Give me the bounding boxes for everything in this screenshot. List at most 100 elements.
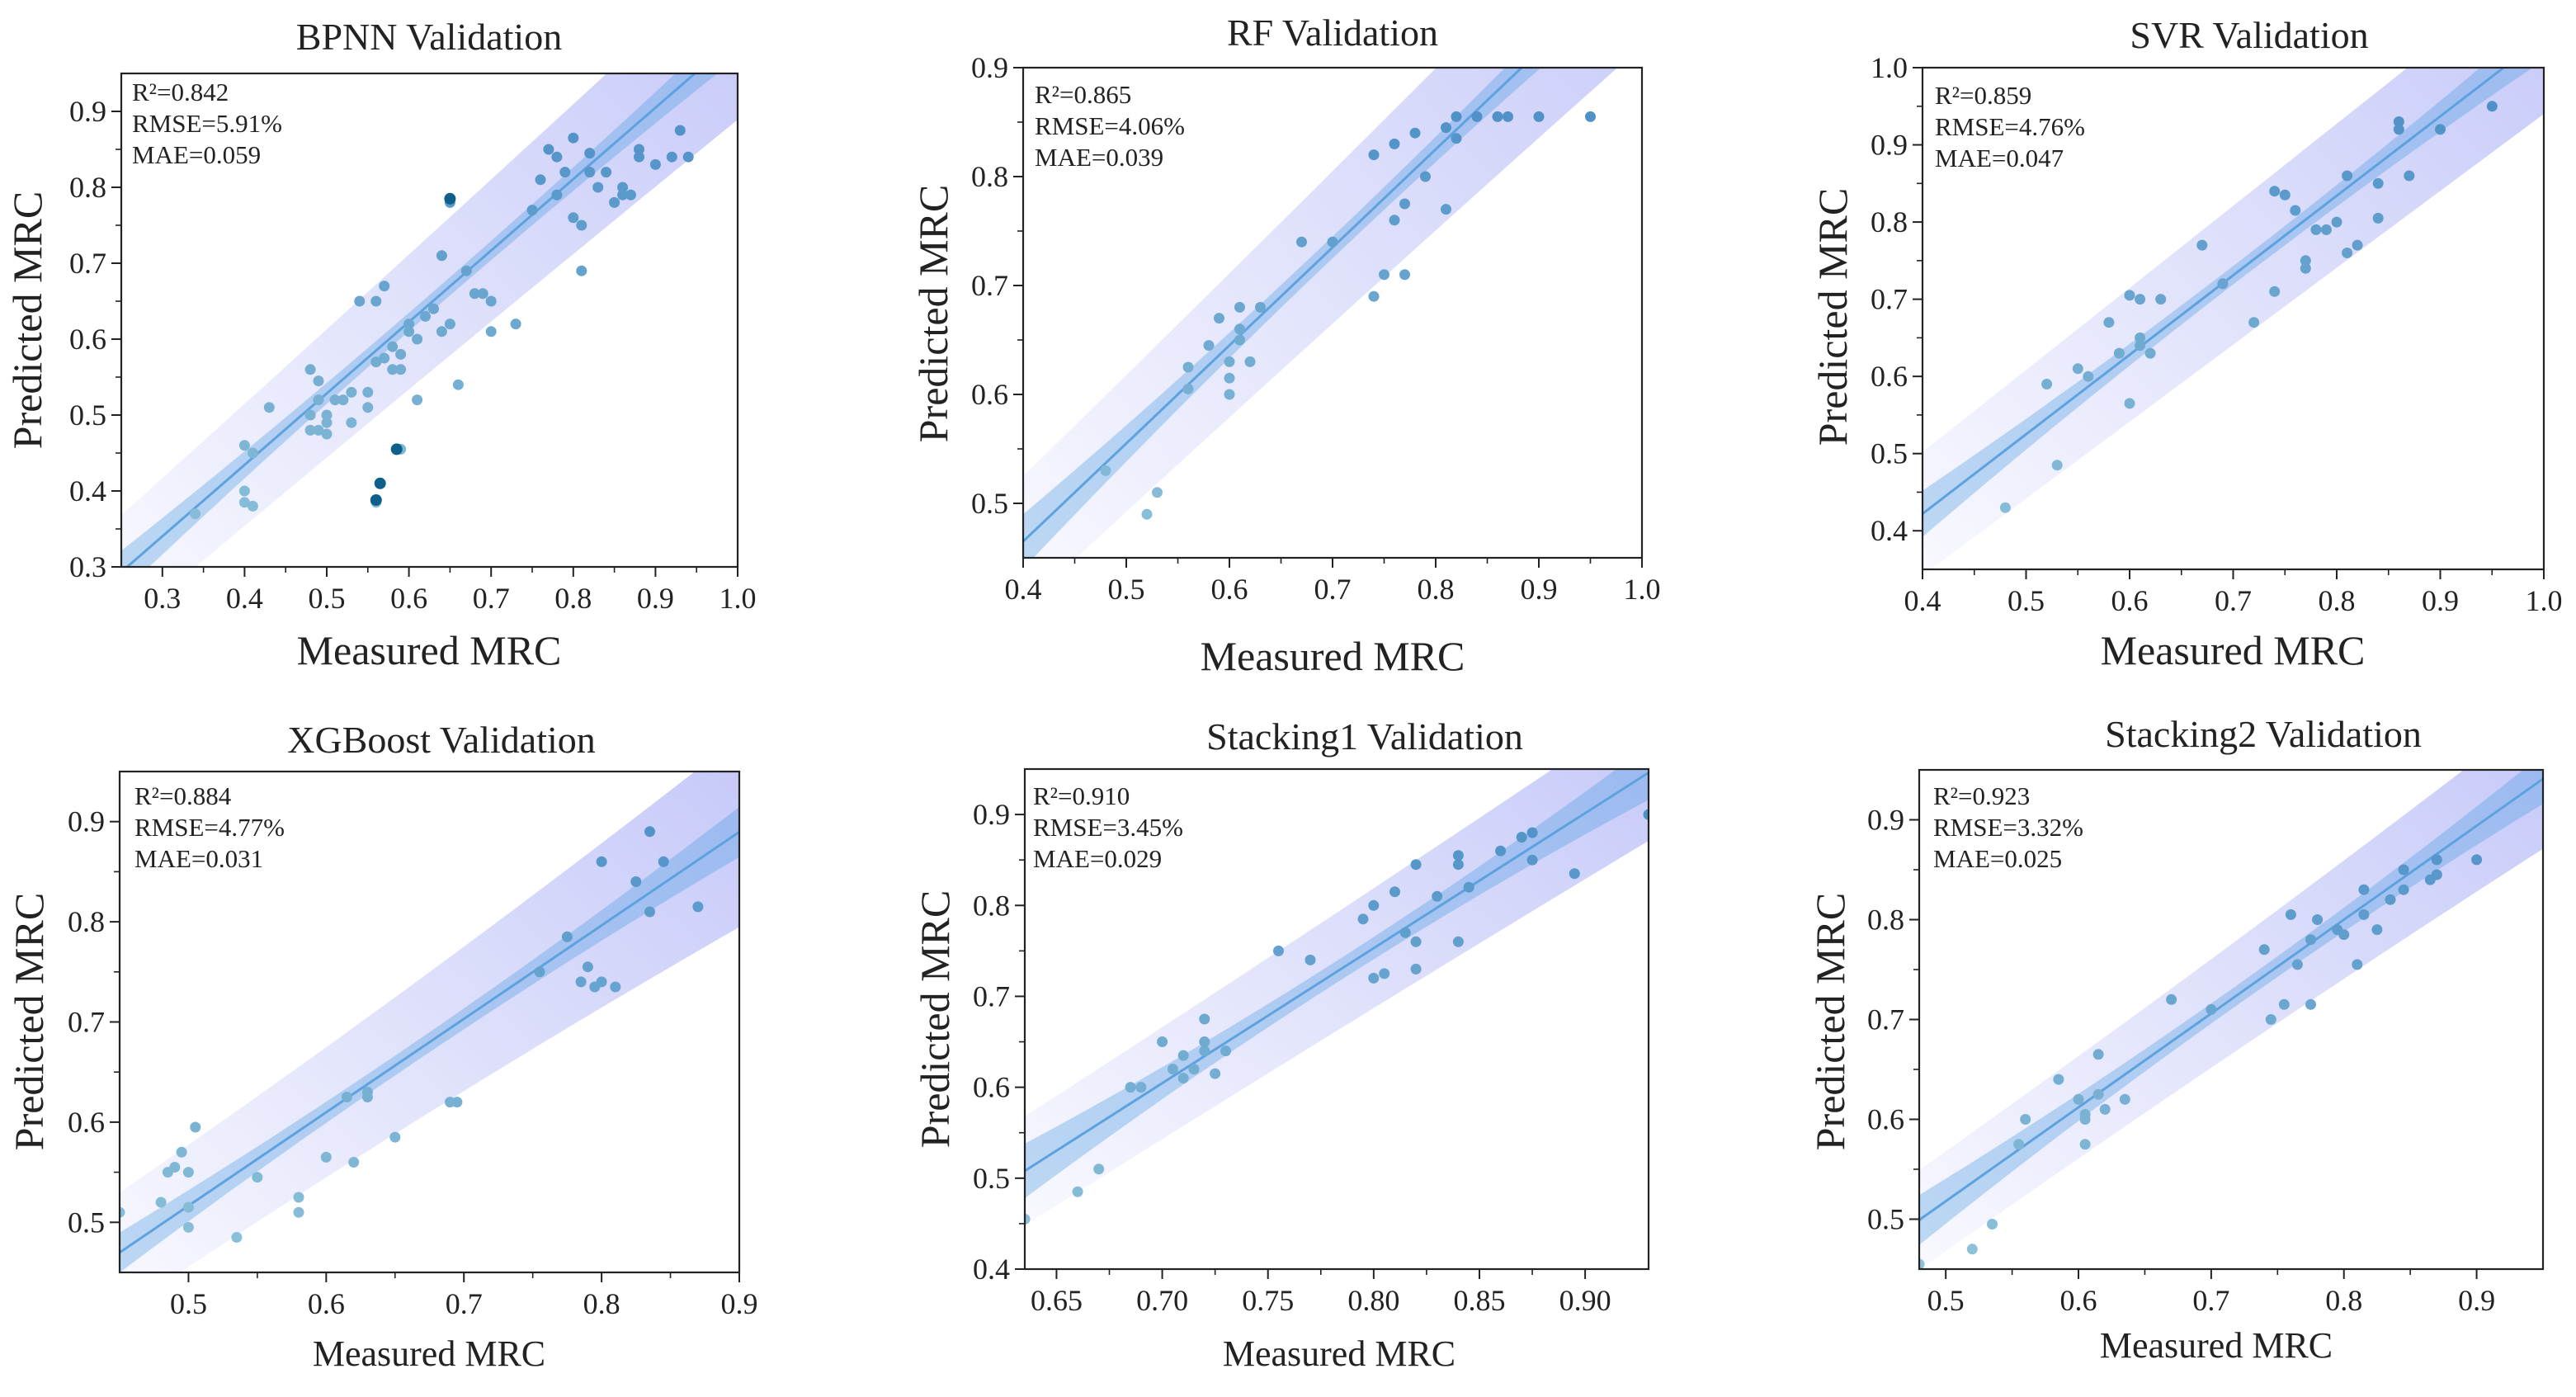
- x-tick-label: 0.7: [473, 582, 510, 615]
- data-point: [182, 1201, 194, 1213]
- data-point: [247, 500, 258, 512]
- stat-mae: MAE=0.059: [132, 140, 261, 169]
- prediction-band: [1923, 68, 2544, 569]
- y-tick-label: 0.7: [69, 247, 106, 280]
- plot-frame: [120, 72, 739, 569]
- data-point: [526, 205, 538, 216]
- x-tick-label: 1.0: [2526, 584, 2563, 617]
- x-tick-label: 0.65: [1031, 1284, 1083, 1317]
- plot-frame: [1023, 767, 1650, 1271]
- data-point-outlier: [390, 443, 403, 455]
- data-point: [568, 132, 579, 144]
- data-point: [2013, 1139, 2025, 1150]
- stat-mae: MAE=0.031: [134, 844, 263, 873]
- data-point: [1463, 881, 1474, 893]
- data-point: [1305, 954, 1316, 965]
- chart-title: Stacking1 Validation: [1206, 715, 1523, 757]
- data-point: [313, 375, 324, 387]
- x-tick-label: 0.5: [1927, 1284, 1965, 1317]
- panel-xgboost: XGBoost Validation Measured MRC Predicte…: [6, 719, 758, 1374]
- x-axis-label: Measured MRC: [1223, 1333, 1455, 1374]
- data-point: [559, 167, 571, 178]
- data-point: [1410, 936, 1422, 947]
- data-point: [1495, 845, 1507, 857]
- plot-area: [1919, 770, 2543, 1269]
- data-point: [601, 167, 612, 178]
- data-point: [1188, 1064, 1200, 1075]
- data-point: [1199, 1036, 1210, 1047]
- data-point: [2300, 262, 2311, 274]
- y-tick-label: 0.5: [69, 399, 106, 432]
- data-point: [543, 144, 554, 155]
- data-point: [1224, 356, 1235, 367]
- data-point: [2385, 894, 2396, 905]
- data-point: [444, 319, 455, 330]
- data-point: [238, 440, 250, 451]
- x-tick-label: 0.6: [2111, 584, 2149, 617]
- data-point: [1224, 372, 1235, 384]
- x-tick-label: 0.5: [2007, 584, 2045, 617]
- x-tick-label: 0.7: [2192, 1284, 2229, 1317]
- data-point: [1585, 111, 1596, 122]
- y-tick-label: 0.4: [1871, 514, 1908, 547]
- data-point: [2269, 286, 2281, 297]
- data-point: [346, 417, 357, 428]
- data-point: [190, 1121, 201, 1133]
- data-point: [2320, 224, 2332, 235]
- data-point: [2124, 290, 2135, 301]
- data-point: [2471, 854, 2483, 866]
- data-point: [1471, 111, 1483, 122]
- data-point: [2265, 1014, 2276, 1025]
- data-point: [1399, 269, 1410, 281]
- x-tick-label: 0.7: [446, 1287, 483, 1320]
- x-tick-label: 0.6: [2060, 1284, 2097, 1317]
- data-point: [2358, 909, 2370, 920]
- chart-title: BPNN Validation: [296, 16, 562, 58]
- data-point: [2041, 379, 2053, 389]
- data-point: [535, 174, 546, 186]
- x-tick-label: 0.5: [309, 582, 346, 615]
- data-point: [1210, 1068, 1221, 1079]
- ticks: 0.5 0.6 0.7 0.8 0.9 0.5 0.6 0.7 0.8 0.9: [68, 805, 758, 1320]
- data-point: [321, 417, 333, 428]
- stats-box: R²=0.859 RMSE=4.76% MAE=0.047: [1935, 81, 2085, 172]
- data-point: [551, 151, 563, 163]
- data-point: [1234, 301, 1245, 313]
- data-point: [2119, 1093, 2130, 1105]
- data-point: [469, 288, 480, 300]
- data-point: [2342, 248, 2353, 258]
- data-point: [1368, 899, 1380, 911]
- x-tick-label: 0.9: [2422, 584, 2459, 617]
- x-tick-label: 0.4: [226, 582, 263, 615]
- data-point: [362, 402, 374, 413]
- ticks: 0.3 0.4 0.5 0.6 0.7 0.8 0.9 1.0 0.3 0.4 0.5 0.6 0.7 0…: [69, 95, 757, 615]
- data-point: [2099, 1103, 2111, 1115]
- x-tick-label: 0.90: [1559, 1284, 1611, 1317]
- data-point: [1368, 149, 1380, 161]
- data-point: [451, 1097, 463, 1108]
- data-point: [634, 144, 644, 155]
- data-point: [370, 356, 382, 368]
- data-point: [2331, 216, 2342, 228]
- data-point: [1273, 945, 1284, 956]
- data-point: [1452, 850, 1464, 861]
- y-tick-label: 0.8: [1867, 904, 1904, 937]
- data-point: [1919, 1258, 1925, 1269]
- data-point: [477, 288, 488, 300]
- data-point: [2103, 317, 2115, 328]
- data-point: [2196, 239, 2208, 251]
- data-point: [428, 303, 439, 314]
- chart-title: SVR Validation: [2130, 14, 2368, 56]
- y-tick-label: 0.9: [69, 95, 106, 128]
- stats-box: R²=0.842 RMSE=5.91% MAE=0.059: [132, 78, 282, 169]
- stat-r2: R²=0.865: [1035, 80, 1131, 109]
- y-tick-label: 0.5: [973, 1162, 1010, 1195]
- data-point: [2393, 124, 2404, 135]
- data-point: [592, 182, 604, 193]
- data-point: [1199, 1045, 1210, 1057]
- panel-svr: SVR Validation Measured MRC Predicted MR…: [1809, 14, 2563, 673]
- data-point: [2398, 884, 2409, 895]
- stats-box: R²=0.910 RMSE=3.45% MAE=0.029: [1033, 781, 1183, 873]
- x-tick-label: 0.9: [2458, 1284, 2495, 1317]
- data-point-outlier: [374, 477, 386, 489]
